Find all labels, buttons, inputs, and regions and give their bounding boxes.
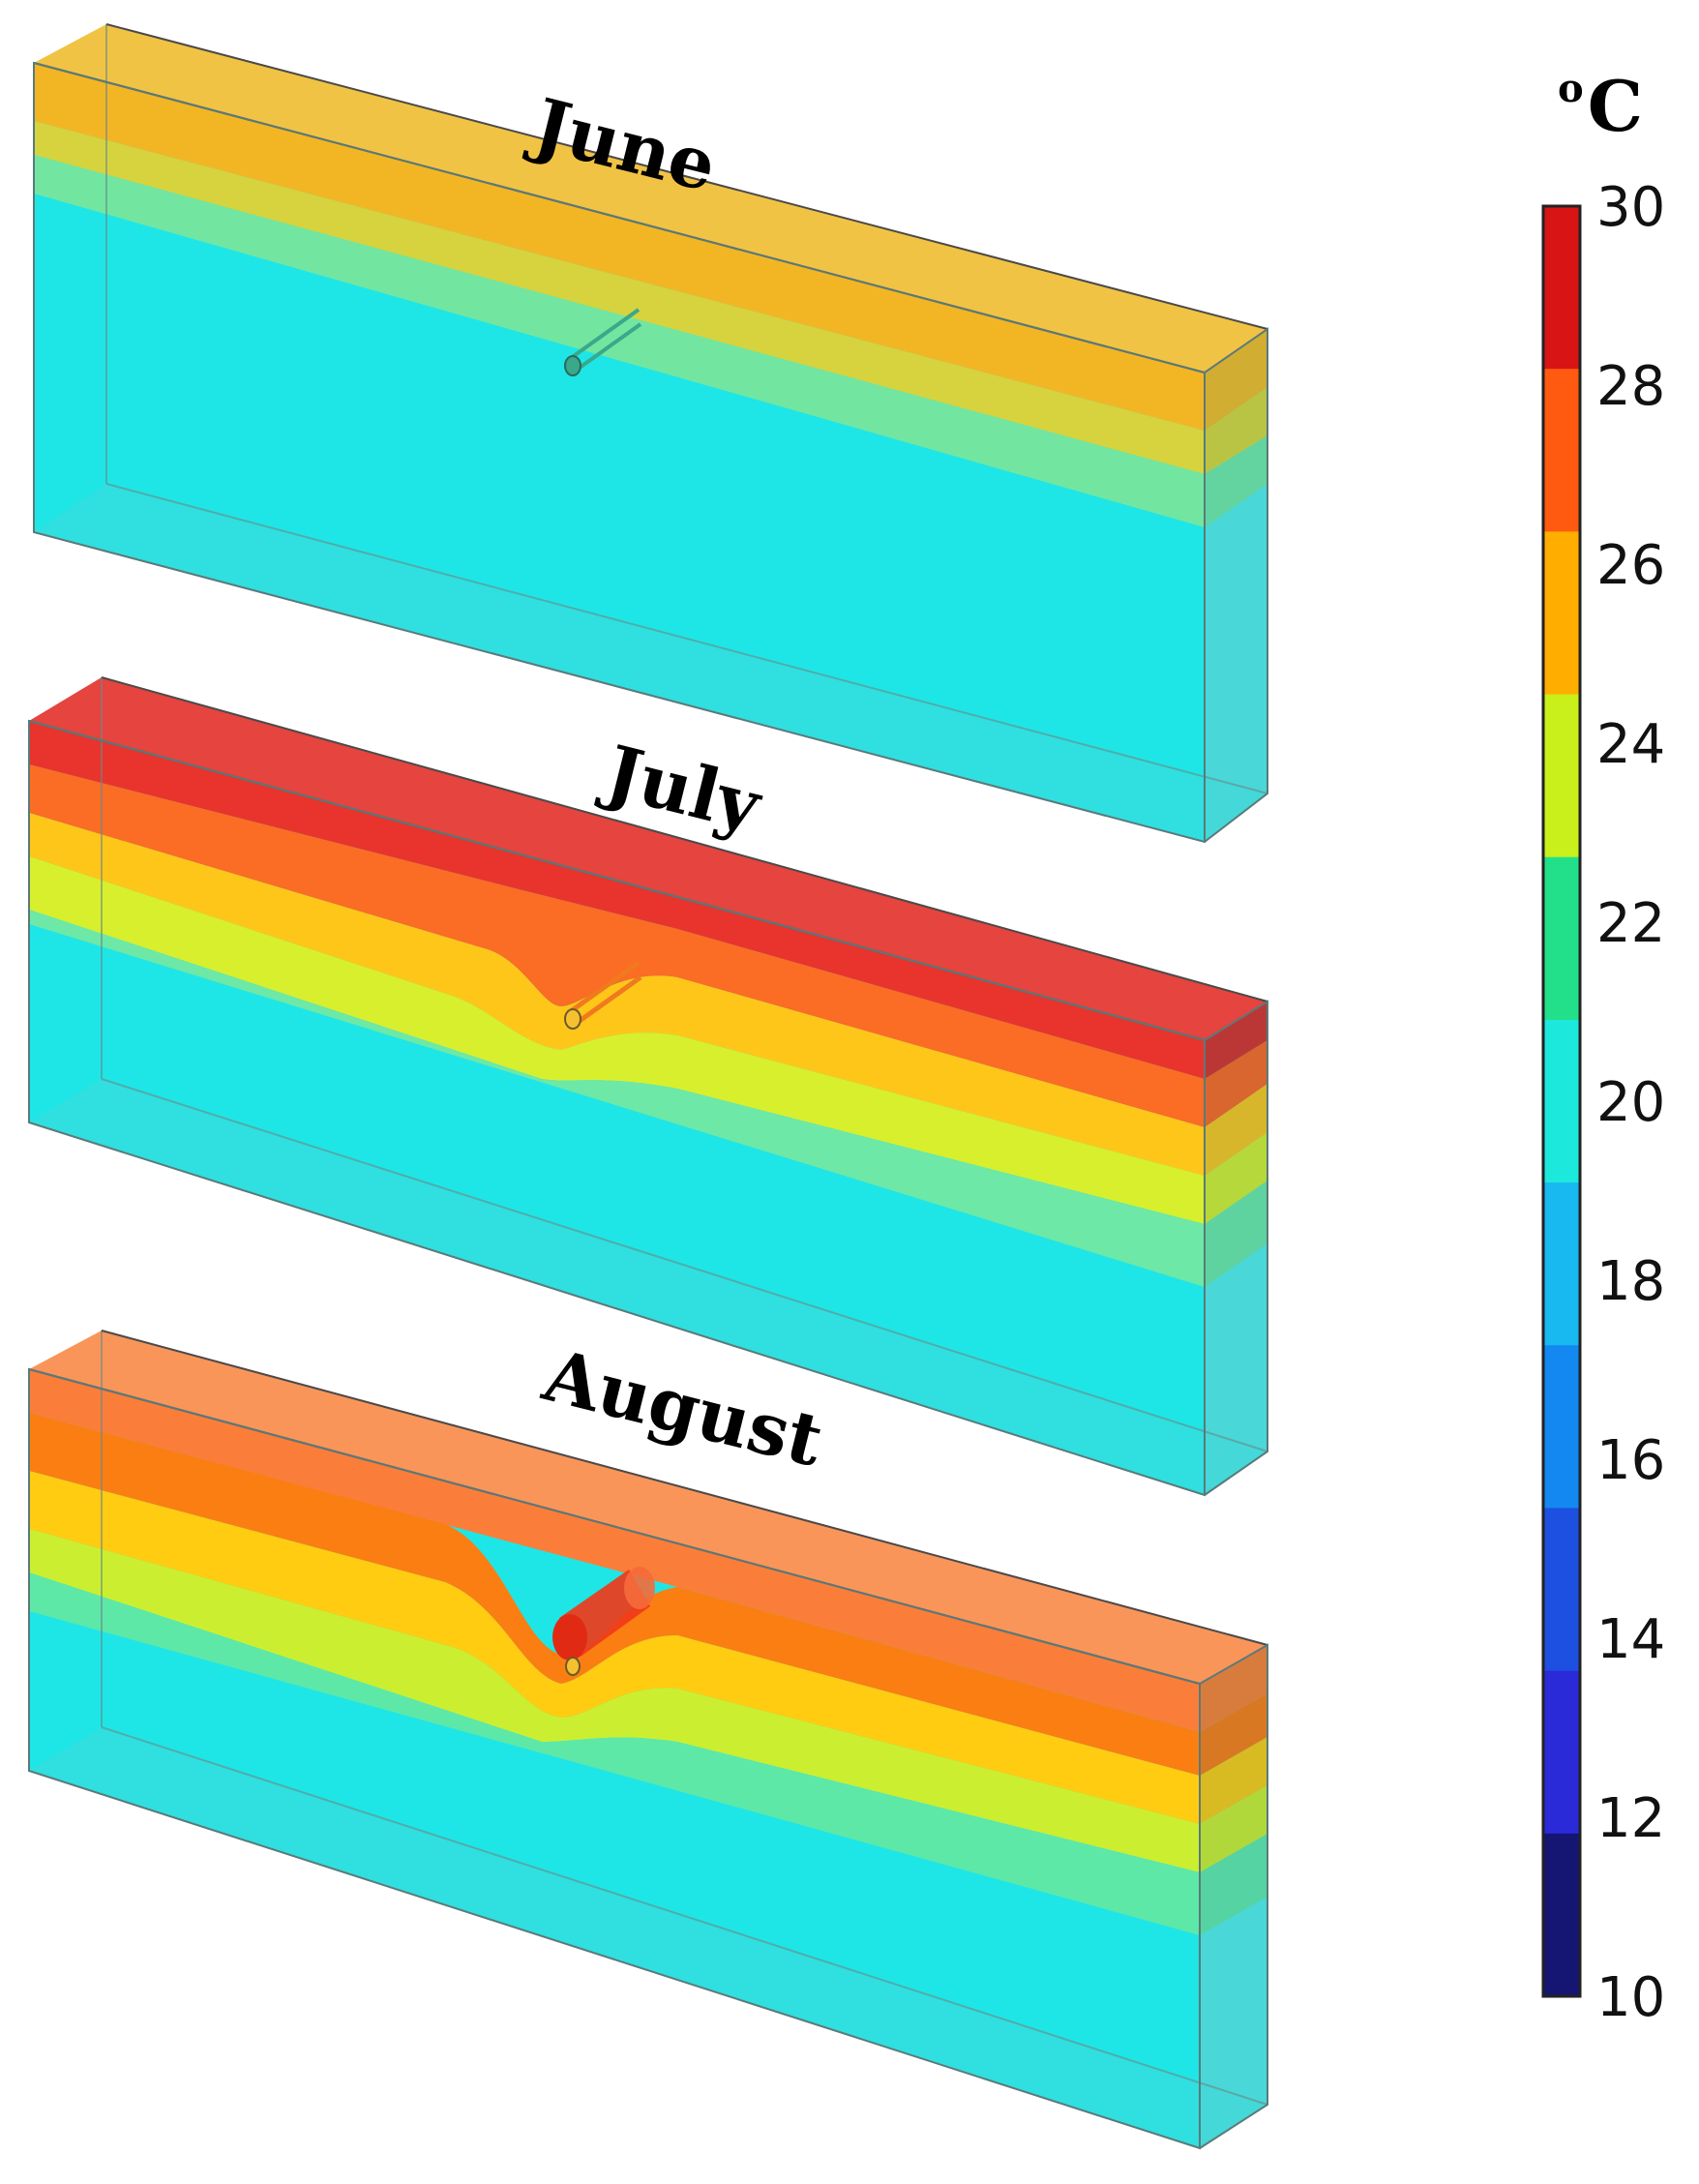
- august-right-outline: [1199, 1643, 1268, 2149]
- colorbar-tick-label: 28: [1596, 355, 1665, 418]
- colorbar-unit-letter: C: [1588, 65, 1643, 147]
- colorbar-band-9: [1543, 1670, 1580, 1835]
- august-right-layer-3: [1200, 1737, 1267, 1824]
- august-layer-2: [29, 1413, 1200, 1776]
- colorbar-bands: [1543, 206, 1580, 1997]
- july-right-layer-1: [1205, 1002, 1267, 1079]
- august-right-layer-2: [1200, 1693, 1267, 1776]
- august-pipe-near-end: [552, 1614, 587, 1660]
- july-right-layer-5: [1205, 1181, 1267, 1287]
- july-layer-2: [29, 764, 1205, 1127]
- august-right-layer-1: [1200, 1645, 1267, 1732]
- june-pipe-end: [564, 355, 581, 376]
- colorbar-band-3: [1543, 694, 1580, 858]
- july-pipe-bottom: [571, 974, 642, 1029]
- panel-june: June: [33, 23, 1268, 844]
- august-pipe: [552, 1567, 655, 1676]
- colorbar-tick-label: 10: [1596, 1966, 1665, 2029]
- july-right-outline: [1204, 1000, 1268, 1496]
- july-top-face: [29, 677, 1267, 1040]
- colorbar-band-5: [1543, 1019, 1580, 1183]
- panel-july: July: [28, 676, 1268, 1497]
- june-layer-1: [34, 63, 1205, 431]
- june-block-bottom: [34, 484, 1267, 842]
- colorbar-tick-label: 16: [1596, 1429, 1665, 1492]
- july-layer-4: [29, 856, 1205, 1224]
- colorbar-band-7: [1543, 1345, 1580, 1509]
- august-layer-4: [29, 1529, 1200, 1872]
- july-pipe-end: [564, 1008, 581, 1030]
- colorbar-tick-label: 12: [1596, 1787, 1665, 1850]
- august-pipe-far-end: [624, 1567, 655, 1609]
- colorbar-tick-label: 24: [1596, 713, 1665, 776]
- june-top-face: [34, 24, 1267, 373]
- july-right-layer-2: [1205, 1040, 1267, 1127]
- colorbar-tick-label: 22: [1596, 892, 1665, 955]
- june-inner-bottom-edge: [105, 483, 1268, 794]
- june-right-layer-3: [1205, 435, 1267, 527]
- july-inner-bottom-edge: [101, 1078, 1268, 1452]
- july-top-back-edge: [101, 676, 1268, 1002]
- august-top-back-edge: [101, 1330, 1268, 1646]
- june-layer-2: [34, 121, 1205, 474]
- colorbar-ticks: 30 28 26 24 22 20 18 16 14 12 10: [1596, 176, 1665, 2029]
- colorbar-frame: [1541, 204, 1582, 1998]
- colorbar-tick-label: 26: [1596, 534, 1665, 597]
- colorbar: o C 30 28 26 24 22 20 18 16 14 12 10: [1541, 65, 1665, 2029]
- colorbar-band-10: [1543, 1833, 1580, 1997]
- august-block-bottom: [29, 1727, 1267, 2148]
- august-pipe-end: [565, 1657, 581, 1676]
- colorbar-band-4: [1543, 856, 1580, 1021]
- august-layer-1: [29, 1369, 1200, 1732]
- august-right-layer-5: [1200, 1834, 1267, 1935]
- june-pipe-top: [569, 308, 641, 360]
- colorbar-tick-label: 20: [1596, 1071, 1665, 1134]
- august-right-layer-4: [1200, 1785, 1267, 1872]
- july-block-bottom: [29, 1079, 1267, 1495]
- colorbar-tick-label: 18: [1596, 1250, 1665, 1313]
- colorbar-band-0: [1543, 206, 1580, 370]
- june-top-back-edge: [105, 23, 1268, 330]
- july-pipe-top: [569, 960, 641, 1014]
- june-right-outline: [1204, 327, 1268, 843]
- colorbar-band-6: [1543, 1182, 1580, 1346]
- panel-august: August: [28, 1330, 1268, 2150]
- colorbar-unit-prefix: o: [1558, 66, 1584, 111]
- july-right-layer-4: [1205, 1132, 1267, 1224]
- colorbar-unit: o C: [1558, 65, 1643, 147]
- june-pipe-bottom: [571, 322, 642, 374]
- august-inner-bottom-edge: [101, 1726, 1268, 2106]
- july-right-layer-3: [1205, 1084, 1267, 1176]
- colorbar-band-8: [1543, 1508, 1580, 1672]
- colorbar-band-1: [1543, 369, 1580, 532]
- july-layer-1: [29, 721, 1205, 1079]
- colorbar-tick-label: 14: [1596, 1608, 1665, 1671]
- august-layer-3: [29, 1471, 1200, 1824]
- august-layer-5: [29, 1572, 1200, 1935]
- june-right-layer-1: [1205, 329, 1267, 431]
- colorbar-band-2: [1543, 531, 1580, 696]
- july-layer-5: [29, 910, 1205, 1287]
- colorbar-tick-label: 30: [1596, 176, 1665, 239]
- june-right-layer-2: [1205, 387, 1267, 474]
- august-top-face: [29, 1331, 1267, 1684]
